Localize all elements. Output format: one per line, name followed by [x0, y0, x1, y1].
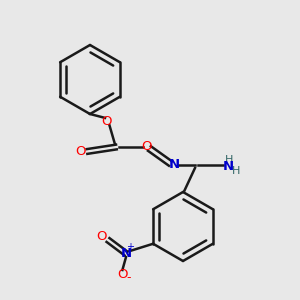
Text: O: O: [117, 268, 128, 281]
Text: N: N: [168, 158, 180, 172]
Text: -: -: [127, 271, 131, 284]
Text: O: O: [96, 230, 107, 244]
Text: O: O: [75, 145, 86, 158]
Text: O: O: [101, 115, 112, 128]
Text: N: N: [222, 160, 234, 173]
Text: +: +: [126, 242, 134, 252]
Text: H: H: [225, 154, 234, 165]
Text: O: O: [141, 140, 152, 154]
Text: H: H: [232, 166, 241, 176]
Text: N: N: [120, 247, 132, 260]
